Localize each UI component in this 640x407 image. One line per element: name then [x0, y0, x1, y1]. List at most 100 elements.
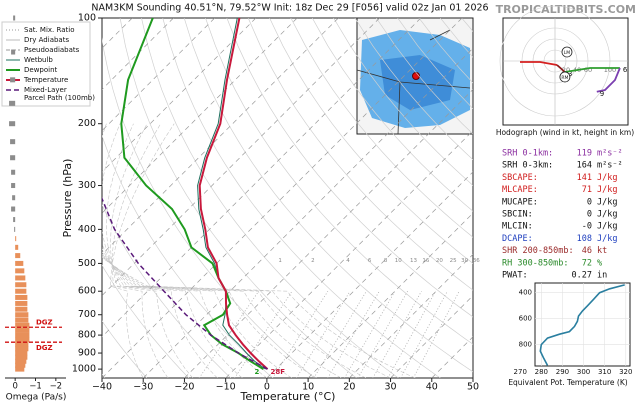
thetae-y-tick-label: 600	[519, 315, 532, 323]
map-location	[412, 72, 420, 80]
y-tick-label: 100	[78, 13, 96, 24]
isotherm	[102, 18, 422, 338]
surface-label: 28F	[271, 368, 286, 376]
thetae-y-tick-label: 400	[519, 289, 532, 297]
isotherm	[102, 18, 298, 214]
legend-label: Sat. Mix. Ratio	[24, 26, 74, 34]
hodo-line	[596, 67, 621, 93]
index-unit: J/kg	[597, 234, 617, 244]
mixing-ratio-label: 13	[410, 258, 417, 264]
mixing-ratio-label: 1	[278, 258, 282, 264]
pseudoadiabat	[106, 123, 218, 378]
mixing-ratio-label: 4	[346, 258, 350, 264]
x-tick-label: 50	[467, 382, 479, 393]
omega-bar	[11, 206, 16, 212]
omega-bar	[15, 312, 29, 318]
index-value: 0.27	[572, 271, 592, 281]
pseudoadiabat	[102, 123, 243, 378]
index-label: DCAPE:	[502, 234, 533, 244]
isotherm-grid	[142, 47, 473, 378]
index-label: SRH 0-3km:	[502, 161, 553, 171]
omega-bar	[15, 244, 19, 250]
profile-line	[197, 18, 266, 370]
isotherm-grid	[102, 18, 463, 378]
dry-adiabat	[269, 18, 473, 264]
index-unit: %	[597, 258, 602, 268]
omega-bar	[10, 139, 16, 145]
index-label: PWAT:	[502, 271, 528, 281]
profile-line	[120, 18, 264, 370]
mixing-ratio-line	[413, 291, 460, 378]
index-unit: in	[597, 271, 607, 281]
hodo-ring-label: 100	[604, 66, 616, 74]
storm-motion-label: LM	[564, 50, 571, 56]
index-label: MLCAPE:	[502, 185, 538, 195]
legend-label: Mixed-Layer	[24, 86, 67, 94]
thetae-x-tick-label: 310	[598, 368, 611, 376]
omega-bar	[15, 294, 28, 300]
index-unit: m²s⁻²	[597, 161, 623, 171]
omega-bar	[15, 346, 29, 352]
index-value: 0	[587, 197, 592, 207]
omega-bar	[15, 268, 25, 274]
index-value: 0	[587, 210, 592, 220]
index-label: MLCIN:	[502, 222, 533, 232]
x-tick-label: 20	[343, 382, 355, 393]
legend-frame	[1, 21, 91, 107]
hodo-line	[520, 61, 558, 66]
brand: TROPICALTIDBITS.COM	[496, 3, 636, 16]
dry-adiabat	[311, 18, 473, 212]
index-label: SBCAPE:	[502, 173, 538, 183]
y-tick-label: 300	[78, 180, 96, 191]
dry-adiabat	[205, 18, 473, 345]
dry-adiabat	[102, 264, 190, 378]
dgz-label: DGZ	[36, 318, 53, 326]
mixing-ratio-label: 20	[436, 258, 443, 264]
omega-bar	[15, 341, 29, 347]
isotherm-grid	[266, 171, 473, 378]
pseudoadiabat	[102, 251, 317, 378]
mixing-ratio-line	[272, 291, 329, 378]
omega-bar	[9, 100, 16, 106]
omega-bar	[15, 350, 28, 356]
omega-bar	[9, 121, 16, 127]
omega-bar	[11, 183, 16, 189]
omega-bar	[15, 288, 27, 294]
y-tick-label: 700	[78, 309, 96, 320]
mixing-ratio-line	[313, 291, 367, 378]
mixing-ratio-line	[198, 290, 259, 378]
omega-bar	[15, 366, 25, 372]
hodo-ring-label: 20	[562, 66, 570, 74]
dry-adiabat	[183, 18, 473, 373]
y-axis-label: Pressure (hPa)	[61, 159, 74, 238]
index-value: 164	[577, 161, 592, 171]
dry-adiabat	[102, 320, 148, 378]
legend-label: Temperature	[23, 76, 68, 84]
omega-bar	[11, 49, 16, 55]
index-value: 119	[577, 149, 592, 159]
thetae-xlabel: Equivalent Pot. Temperature (K)	[508, 378, 627, 387]
omega-bar	[15, 275, 26, 281]
omega-tick-label: −1	[29, 382, 42, 392]
isotherm	[102, 18, 339, 255]
mixing-ratio-line	[372, 291, 422, 378]
x-tick-label: 30	[385, 382, 397, 393]
hodograph-caption: Hodograph (wind in kt, height in km)	[496, 128, 634, 137]
omega-tick-label: −2	[50, 382, 63, 392]
y-tick-label: 1000	[72, 364, 96, 375]
pseudoadiabat	[102, 123, 268, 378]
thetae-x-tick-label: 270	[514, 368, 527, 376]
isotherm	[102, 18, 174, 90]
storm-motion-label: RM	[561, 75, 568, 81]
isotherm-grid	[349, 253, 473, 378]
pseudoadiabat	[102, 248, 292, 378]
omega-bar	[15, 327, 30, 333]
index-unit: J/kg	[597, 197, 617, 207]
x-tick-label: 0	[264, 382, 270, 393]
x-tick-label: 40	[426, 382, 438, 393]
dgz-label: DGZ	[36, 344, 53, 352]
index-unit: kt	[597, 246, 607, 256]
omega-bar	[11, 169, 16, 175]
index-value: -0	[582, 222, 592, 232]
